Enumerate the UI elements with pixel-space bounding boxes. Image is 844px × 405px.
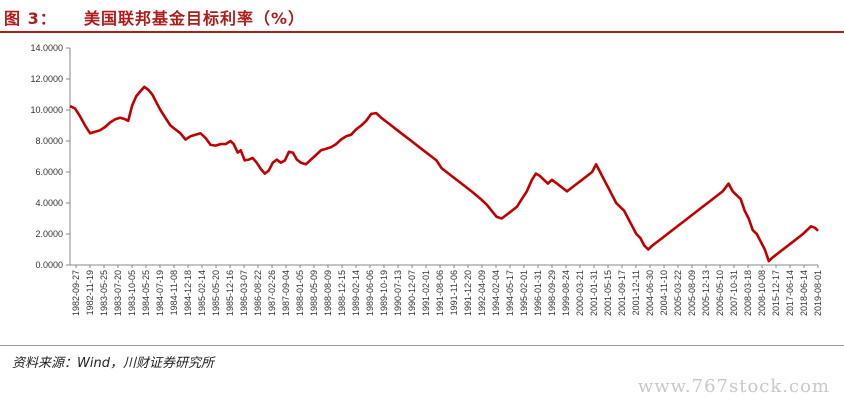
x-tick-label: 1984-12-18 <box>183 270 193 316</box>
x-tick-label: 1988-08-09 <box>323 270 333 316</box>
line-chart: 0.0000 2.0000 4.0000 6.0000 8.0000 10.0000 12.… <box>30 43 823 316</box>
x-tick-label: 1985-02-14 <box>197 270 207 316</box>
x-tick-label: 1999-08-24 <box>561 270 571 316</box>
x-tick-label: 2015-12-17 <box>771 270 781 316</box>
title-divider <box>0 31 844 33</box>
x-tick-label: 2001-12-11 <box>631 270 641 315</box>
figure-header: 图 3： 美国联邦基金目标利率（%） <box>0 0 844 33</box>
x-tick-label: 1984-11-08 <box>169 270 179 315</box>
x-tick-label: 1987-02-26 <box>267 270 277 316</box>
x-tick-label: 2019-08-01 <box>813 270 823 316</box>
x-tick-label: 2008-10-08 <box>757 270 767 316</box>
x-tick-label: 2004-06-30 <box>645 270 655 316</box>
x-tick-label: 2004-11-10 <box>659 270 669 315</box>
chart-title: 美国联邦基金目标利率（%） <box>84 9 306 28</box>
x-tick-label: 1990-07-13 <box>393 270 403 316</box>
x-tick-label: 1985-12-16 <box>225 270 235 316</box>
y-tick-label: 8.0000 <box>35 136 63 146</box>
figure-label: 图 3： <box>4 9 57 28</box>
x-tick-label: 1982-11-19 <box>85 270 95 315</box>
x-tick-label: 1989-02-14 <box>351 270 361 316</box>
x-tick-label: 1990-12-07 <box>407 270 417 316</box>
y-tick-label: 6.0000 <box>35 167 63 177</box>
x-tick-label: 1987-09-04 <box>281 270 291 316</box>
x-tick-label: 2001-09-17 <box>617 270 627 316</box>
x-tick-label: 2005-08-09 <box>687 270 697 316</box>
x-tick-label: 2008-03-18 <box>743 270 753 316</box>
x-tick-label: 1986-08-22 <box>253 270 263 316</box>
x-tick-label: 1996-01-31 <box>533 270 543 316</box>
x-tick-label: 1984-05-25 <box>141 270 151 316</box>
x-tick-label: 1988-12-15 <box>337 270 347 316</box>
x-tick-label: 2001-01-31 <box>589 270 599 316</box>
x-tick-label: 1983-07-20 <box>113 270 123 316</box>
source-note: 资料来源：Wind，川财证券研究所 <box>12 356 214 371</box>
x-tick-label: 2018-06-14 <box>799 270 809 316</box>
x-tick-label: 1995-02-01 <box>519 270 529 316</box>
x-tick-label: 1983-05-25 <box>99 270 109 316</box>
y-tick-label: 10.0000 <box>30 105 63 115</box>
x-tick-label: 2006-05-10 <box>715 270 725 316</box>
x-tick-label: 1986-03-07 <box>239 270 249 316</box>
x-axis-ticks: 1982-09-27 1982-11-19 1983-05-25 1983-07-20… <box>71 265 823 316</box>
x-tick-label: 1992-04-09 <box>477 270 487 316</box>
x-tick-label: 1994-05-17 <box>505 270 515 316</box>
x-tick-label: 1998-09-29 <box>547 270 557 316</box>
x-tick-label: 2005-12-13 <box>701 270 711 316</box>
x-tick-label: 1991-08-06 <box>435 270 445 316</box>
x-tick-label: 1989-06-06 <box>365 270 375 316</box>
y-tick-label: 4.0000 <box>35 198 63 208</box>
x-tick-label: 2000-03-21 <box>575 270 585 316</box>
x-tick-label: 1988-05-09 <box>309 270 319 316</box>
y-tick-label: 12.0000 <box>30 74 63 84</box>
x-tick-label: 2001-05-15 <box>603 270 613 316</box>
y-tick-label: 2.0000 <box>35 229 63 239</box>
x-tick-label: 1984-07-19 <box>155 270 165 316</box>
x-tick-label: 1994-02-04 <box>491 270 501 316</box>
x-tick-label: 1985-05-20 <box>211 270 221 316</box>
footer-divider <box>0 345 844 346</box>
x-tick-label: 1989-10-19 <box>379 270 389 316</box>
x-tick-label: 1983-10-05 <box>127 270 137 316</box>
x-tick-label: 2005-03-22 <box>673 270 683 316</box>
x-tick-label: 1991-11-06 <box>449 270 459 315</box>
y-tick-label: 14.0000 <box>30 43 63 53</box>
x-tick-label: 2007-10-31 <box>729 270 739 316</box>
x-tick-label: 1982-09-27 <box>71 270 81 316</box>
y-tick-label: 0.0000 <box>35 260 63 270</box>
x-tick-label: 2017-06-14 <box>785 270 795 316</box>
chart-axes <box>69 48 818 266</box>
series-line <box>69 85 819 263</box>
x-tick-label: 1988-01-05 <box>295 270 305 316</box>
watermark: www.767stock.com <box>637 376 830 397</box>
y-axis-ticks: 0.0000 2.0000 4.0000 6.0000 8.0000 10.0000 12.… <box>30 43 70 270</box>
x-tick-label: 1991-12-20 <box>463 270 473 316</box>
x-tick-label: 1991-02-01 <box>421 270 431 316</box>
